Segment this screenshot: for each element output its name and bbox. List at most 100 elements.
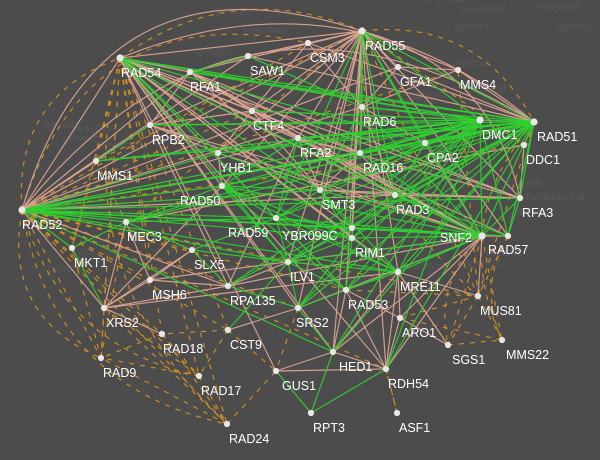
graph-edge-physical [21, 194, 396, 211]
graph-node-mms4[interactable] [454, 66, 462, 74]
graph-edge-yeastnet [297, 289, 347, 309]
graph-node-rfa2[interactable] [294, 134, 302, 142]
graph-node-mec3[interactable] [122, 218, 130, 226]
watermark-label: yeastNet [462, 4, 505, 16]
graph-node-ctf4[interactable] [248, 107, 256, 115]
graph-edge-yeastnet [217, 152, 321, 191]
graph-node-rad52[interactable] [18, 206, 26, 214]
graph-edge-yeastnet [275, 30, 363, 219]
graph-node-rdh54[interactable] [382, 365, 390, 373]
graph-node-rad24[interactable] [223, 420, 231, 428]
graph-edge-yeastnet [351, 237, 399, 273]
graph-node-gus1[interactable] [272, 367, 280, 375]
graph-node-rad3[interactable] [391, 191, 399, 199]
graph-node-rad59[interactable] [272, 214, 280, 222]
graph-node-dmc1[interactable] [476, 116, 484, 124]
graph-node-mus81[interactable] [474, 292, 482, 300]
graph-node-msh6[interactable] [146, 276, 154, 284]
graph-node-label-rad16: RAD16 [363, 161, 403, 175]
graph-edge-genetic [21, 209, 193, 251]
graph-edge-physical [397, 271, 479, 297]
graph-node-label-saw1: SAW1 [250, 64, 285, 78]
graph-edge-yeastnet [507, 121, 535, 237]
graph-edge-physical [149, 71, 191, 126]
graph-edge-physical [385, 235, 483, 370]
graph-node-label-xrs2: XRS2 [106, 316, 139, 330]
graph-edge-yeastnet [191, 217, 277, 251]
graph-node-ilv1[interactable] [284, 258, 292, 266]
graph-node-sgs1[interactable] [444, 341, 452, 349]
graph-edge-arc-genetic [480, 121, 535, 341]
graph-edge-yeastnet [71, 247, 105, 309]
graph-node-srs2[interactable] [294, 304, 302, 312]
graph-node-rfa1[interactable] [186, 68, 194, 76]
graph-edge-yeastnet [519, 121, 535, 199]
graph-node-rad51[interactable] [530, 118, 538, 126]
graph-node-cpa2[interactable] [421, 139, 429, 147]
graph-node-ddc1[interactable] [520, 141, 528, 149]
graph-edge-yeastnet [21, 209, 353, 239]
graph-node-mre11[interactable] [394, 268, 402, 276]
graph-node-rad6[interactable] [358, 103, 366, 111]
graph-node-xrs2[interactable] [100, 304, 108, 312]
graph-node-label-hed1: HED1 [339, 360, 372, 374]
graph-edge-physical [251, 30, 363, 112]
graph-edge-yeastnet [227, 119, 481, 287]
graph-node-snf2[interactable] [478, 232, 486, 240]
graph-edge-yeastnet [251, 110, 481, 121]
graph-edge-genetic [21, 209, 151, 281]
node-layer[interactable] [18, 27, 538, 428]
graph-edge-yeastnet [119, 57, 535, 123]
graph-node-asf1[interactable] [393, 409, 401, 417]
graph-node-label-asf1: ASF1 [399, 421, 430, 435]
graph-edge-physical [361, 69, 459, 108]
graph-node-rad18[interactable] [158, 330, 166, 338]
graph-edge-genetic [21, 209, 163, 335]
graph-node-rad17[interactable] [195, 372, 203, 380]
graph-edge-physical [332, 351, 387, 370]
graph-edge-yeastnet [221, 185, 399, 273]
graph-node-ybr099c[interactable] [348, 224, 356, 232]
graph-node-cst9[interactable] [224, 326, 232, 334]
graph-node-rad54[interactable] [116, 54, 124, 62]
graph-edge-arc-genetic [21, 209, 200, 377]
graph-node-aro1[interactable] [396, 314, 404, 322]
graph-edge-physical [361, 30, 521, 199]
graph-node-rim1[interactable] [348, 234, 356, 242]
graph-node-saw1[interactable] [244, 52, 252, 60]
graph-node-gfa1[interactable] [394, 63, 402, 71]
graph-node-slx5[interactable] [188, 246, 196, 254]
graph-node-mkt1[interactable] [68, 244, 76, 252]
graph-node-rad57[interactable] [504, 232, 512, 240]
graph-node-hed1[interactable] [329, 348, 337, 356]
graph-node-rad53[interactable] [342, 286, 350, 294]
graph-node-yhb1[interactable] [214, 149, 222, 157]
graph-node-label-sgs1: SGS1 [452, 353, 485, 367]
graph-edge-physical [119, 57, 299, 139]
watermark-label: physical [545, 191, 585, 203]
graph-edge-yeastnet [319, 142, 426, 191]
graph-node-mms22[interactable] [498, 336, 506, 344]
graph-node-rfa3[interactable] [516, 194, 524, 202]
graph-node-rad16[interactable] [356, 149, 364, 157]
graph-node-smt3[interactable] [316, 186, 324, 194]
graph-node-rpt3[interactable] [307, 409, 315, 417]
graph-node-rpb2[interactable] [146, 121, 154, 129]
graph-node-rad55[interactable] [358, 27, 366, 35]
graph-edge-genetic [119, 57, 228, 425]
graph-node-mms1[interactable] [92, 157, 100, 165]
graph-edge-genetic [21, 42, 309, 211]
graph-node-csm3[interactable] [304, 39, 312, 47]
graph-edge-yeastnet [361, 106, 481, 121]
graph-edge-yeastnet [319, 106, 363, 191]
graph-node-label-ilv1: ILV1 [290, 270, 315, 284]
graph-node-label-rad54: RAD54 [121, 66, 161, 80]
graph-edge-genetic [399, 295, 479, 319]
graph-node-rad9[interactable] [97, 354, 105, 362]
edge-layer [18, 8, 535, 425]
graph-node-rpa135[interactable] [224, 282, 232, 290]
graph-node-rad50[interactable] [218, 182, 226, 190]
graph-node-label-cst9: CST9 [230, 338, 262, 352]
